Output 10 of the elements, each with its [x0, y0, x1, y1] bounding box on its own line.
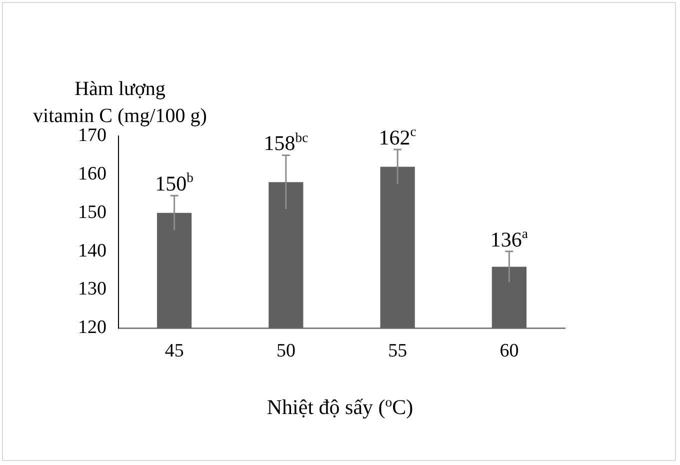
x-tick-label: 45 — [164, 340, 184, 362]
x-tick-label: 50 — [276, 340, 296, 362]
y-tick-label: 130 — [78, 278, 106, 300]
x-tick-label: 60 — [500, 340, 519, 362]
y-tick-label: 120 — [78, 317, 106, 338]
x-axis-title: Nhiệt độ sấy ($^{o}$C) — [266, 394, 414, 420]
y-tick-label: 150 — [78, 202, 106, 223]
x-tick-label: 55 — [388, 340, 408, 362]
y-tick-label: 160 — [78, 163, 106, 184]
y-tick-label: 140 — [78, 240, 106, 262]
